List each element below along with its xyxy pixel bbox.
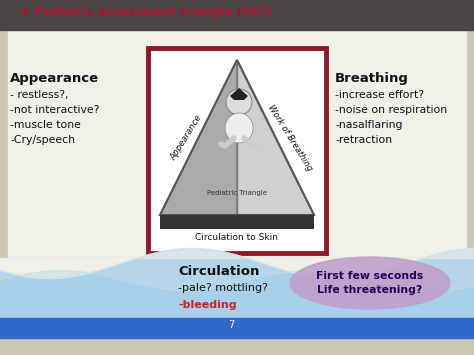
Ellipse shape xyxy=(225,113,253,143)
Bar xyxy=(0,0,474,30)
Text: Appearance: Appearance xyxy=(169,113,204,162)
Bar xyxy=(0,258,474,333)
Polygon shape xyxy=(237,60,314,215)
Polygon shape xyxy=(230,88,248,100)
Text: 7: 7 xyxy=(228,320,234,330)
Bar xyxy=(8,30,466,320)
Text: -pale? mottling?: -pale? mottling? xyxy=(178,283,268,293)
Bar xyxy=(148,48,326,253)
Text: -muscle tone: -muscle tone xyxy=(10,120,81,130)
Text: First few seconds
Life threatening?: First few seconds Life threatening? xyxy=(316,271,424,295)
Text: Pediatric Triangle: Pediatric Triangle xyxy=(207,190,267,196)
Text: Circulation: Circulation xyxy=(178,265,259,278)
Text: -increase effort?: -increase effort? xyxy=(335,90,424,100)
Text: Work of Breathing: Work of Breathing xyxy=(265,103,313,172)
Text: -nasalflaring: -nasalflaring xyxy=(335,120,402,130)
Text: -retraction: -retraction xyxy=(335,135,392,145)
Text: Breathing: Breathing xyxy=(335,72,409,85)
Text: Appearance: Appearance xyxy=(10,72,99,85)
Text: -Cry/speech: -Cry/speech xyxy=(10,135,75,145)
Text: -not interactive?: -not interactive? xyxy=(10,105,100,115)
Polygon shape xyxy=(160,60,237,215)
Text: Circulation to Skin: Circulation to Skin xyxy=(195,233,279,241)
Text: ❖ Pediatric assessment triangle (PAT): ❖ Pediatric assessment triangle (PAT) xyxy=(20,6,272,19)
Bar xyxy=(160,215,314,229)
Ellipse shape xyxy=(290,257,450,309)
Bar xyxy=(0,318,474,338)
Circle shape xyxy=(226,89,252,115)
Text: -noise on respiration: -noise on respiration xyxy=(335,105,447,115)
Text: -bleeding: -bleeding xyxy=(178,300,237,310)
Text: - restless?,: - restless?, xyxy=(10,90,69,100)
